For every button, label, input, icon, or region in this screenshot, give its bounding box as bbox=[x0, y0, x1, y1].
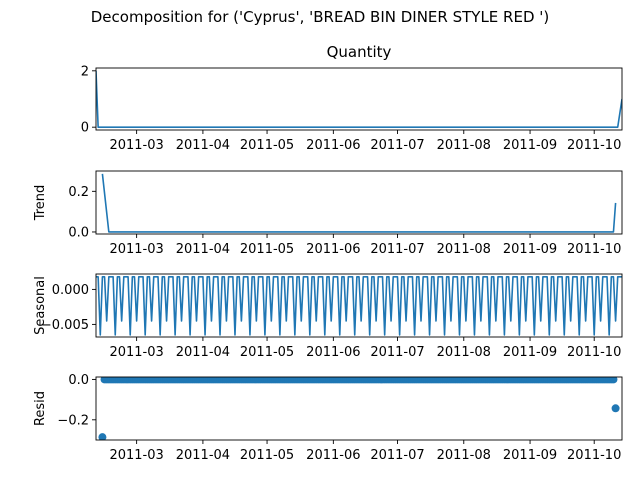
trend-ylabel: Trend bbox=[33, 185, 48, 222]
resid-ytick-label: −0.2 bbox=[57, 413, 89, 428]
trend-panel: 0.0 0.2 2011-03 2011-04 2011-05 2011-06 2011-0… bbox=[33, 170, 623, 257]
seasonal-xtick-label: 2011-09 bbox=[503, 345, 557, 360]
trend-plot-area bbox=[101, 173, 617, 233]
seasonal-series-line bbox=[96, 275, 622, 336]
trend-xtick-label: 2011-07 bbox=[370, 242, 424, 257]
seasonal-xtick-label: 2011-06 bbox=[306, 345, 360, 360]
resid-xtick-label: 2011-08 bbox=[437, 448, 491, 463]
resid-xtick-label: 2011-04 bbox=[176, 448, 230, 463]
seasonal-plot-area bbox=[96, 275, 622, 336]
quantity-ytick-label: 2 bbox=[81, 64, 89, 79]
quantity-xtick-label: 2011-09 bbox=[503, 138, 557, 153]
quantity-plot-area bbox=[96, 70, 622, 128]
resid-ytick-label: 0.0 bbox=[68, 373, 89, 388]
seasonal-xtick-label: 2011-03 bbox=[109, 345, 163, 360]
resid-xtick-label: 2011-06 bbox=[306, 448, 360, 463]
seasonal-xtick-label: 2011-08 bbox=[437, 345, 491, 360]
figure-title: Decomposition for ('Cyprus', 'BREAD BIN … bbox=[91, 8, 550, 26]
resid-outlier-point bbox=[98, 433, 107, 440]
resid-ylabel: Resid bbox=[33, 391, 48, 426]
quantity-xtick-label: 2011-03 bbox=[109, 138, 163, 153]
quantity-ytick-label: 0 bbox=[81, 121, 89, 136]
seasonal-panel: 0.000 −0.005 2011-03 2011-04 2011-05 2011-06 2… bbox=[33, 273, 623, 360]
quantity-xtick-label: 2011-07 bbox=[370, 138, 424, 153]
seasonal-ytick-label: −0.005 bbox=[41, 318, 89, 333]
trend-ytick-label: 0.2 bbox=[68, 185, 89, 200]
trend-xtick-label: 2011-08 bbox=[437, 242, 491, 257]
resid-xtick-label: 2011-03 bbox=[109, 448, 163, 463]
trend-xtick-label: 2011-03 bbox=[109, 242, 163, 257]
trend-xtick-label: 2011-10 bbox=[567, 242, 621, 257]
seasonal-axes-frame bbox=[95, 273, 623, 338]
resid-xtick-label: 2011-10 bbox=[567, 448, 621, 463]
quantity-xtick-label: 2011-05 bbox=[240, 138, 294, 153]
trend-ytick-label: 0.0 bbox=[68, 225, 89, 240]
seasonal-ylabel: Seasonal bbox=[33, 276, 48, 335]
resid-plot-area bbox=[98, 377, 620, 440]
quantity-xtick-label: 2011-08 bbox=[437, 138, 491, 153]
trend-xtick-label: 2011-09 bbox=[503, 242, 557, 257]
quantity-axes-frame bbox=[95, 67, 623, 131]
seasonal-ytick-label: 0.000 bbox=[52, 283, 89, 298]
quantity-xtick-label: 2011-06 bbox=[306, 138, 360, 153]
quantity-series-line bbox=[96, 70, 622, 128]
seasonal-xtick-label: 2011-05 bbox=[240, 345, 294, 360]
trend-series-line bbox=[101, 173, 617, 233]
resid-xtick-label: 2011-05 bbox=[240, 448, 294, 463]
quantity-panel: 0 2 2011-03 2011-04 2011-05 2011-06 2011-07 201… bbox=[81, 43, 623, 153]
quantity-xtick-label: 2011-10 bbox=[567, 138, 621, 153]
quantity-xtick-label: 2011-04 bbox=[176, 138, 230, 153]
trend-xtick-label: 2011-06 bbox=[306, 242, 360, 257]
resid-point bbox=[609, 377, 618, 384]
resid-axes-frame bbox=[95, 376, 623, 441]
resid-xtick-label: 2011-07 bbox=[370, 448, 424, 463]
trend-xtick-label: 2011-04 bbox=[176, 242, 230, 257]
resid-outlier-point bbox=[611, 404, 620, 413]
seasonal-xtick-label: 2011-10 bbox=[567, 345, 621, 360]
resid-xtick-label: 2011-09 bbox=[503, 448, 557, 463]
seasonal-xtick-label: 2011-04 bbox=[176, 345, 230, 360]
seasonal-xtick-label: 2011-07 bbox=[370, 345, 424, 360]
trend-xtick-label: 2011-05 bbox=[240, 242, 294, 257]
trend-axes-frame bbox=[95, 170, 623, 235]
quantity-panel-title: Quantity bbox=[327, 43, 392, 61]
resid-panel: 0.0 −0.2 2011-03 2011-04 2011-05 2011-06 2011-… bbox=[33, 373, 623, 463]
